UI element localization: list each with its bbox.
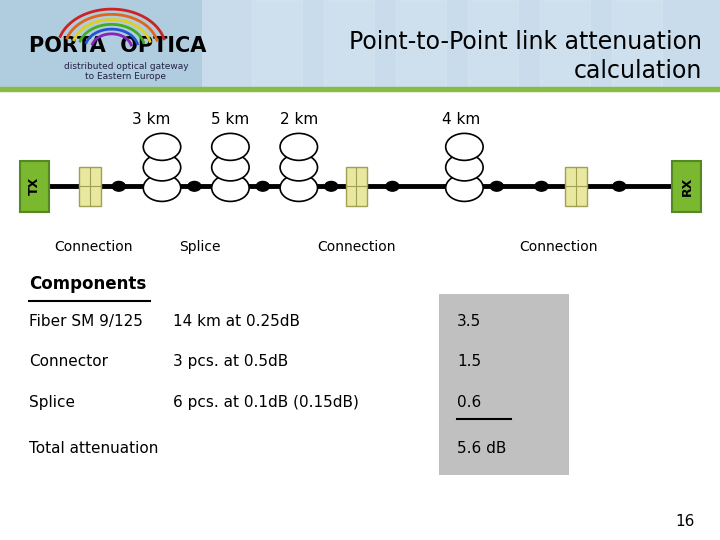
Ellipse shape: [446, 133, 483, 160]
Ellipse shape: [446, 174, 483, 201]
Circle shape: [188, 181, 201, 191]
Text: Total attenuation: Total attenuation: [29, 441, 158, 456]
Circle shape: [490, 181, 503, 191]
Text: 6 pcs. at 0.1dB (0.15dB): 6 pcs. at 0.1dB (0.15dB): [173, 395, 359, 410]
FancyBboxPatch shape: [439, 294, 569, 475]
Text: Connection: Connection: [518, 240, 598, 254]
Text: Connection: Connection: [317, 240, 396, 254]
Ellipse shape: [280, 154, 318, 181]
Text: 1.5: 1.5: [457, 354, 482, 369]
Ellipse shape: [280, 133, 318, 160]
Text: 14 km at 0.25dB: 14 km at 0.25dB: [173, 314, 300, 329]
Text: 0.6: 0.6: [457, 395, 482, 410]
Text: Components: Components: [29, 275, 146, 293]
Text: 16: 16: [675, 514, 695, 529]
FancyBboxPatch shape: [672, 160, 701, 212]
Ellipse shape: [212, 133, 249, 160]
Circle shape: [256, 181, 269, 191]
FancyBboxPatch shape: [0, 0, 720, 89]
Circle shape: [386, 181, 399, 191]
Text: 3.5: 3.5: [457, 314, 482, 329]
Text: 3 km: 3 km: [132, 112, 171, 127]
Ellipse shape: [212, 154, 249, 181]
Text: calculation: calculation: [574, 59, 702, 83]
FancyBboxPatch shape: [0, 89, 720, 540]
Text: Fiber SM 9/125: Fiber SM 9/125: [29, 314, 143, 329]
Circle shape: [112, 181, 125, 191]
Polygon shape: [396, 0, 446, 89]
Text: 3 pcs. at 0.5dB: 3 pcs. at 0.5dB: [173, 354, 288, 369]
Circle shape: [325, 181, 338, 191]
Text: RX: RX: [680, 177, 693, 196]
Circle shape: [535, 181, 548, 191]
Circle shape: [613, 181, 626, 191]
FancyBboxPatch shape: [202, 0, 720, 89]
Polygon shape: [324, 0, 374, 89]
Polygon shape: [612, 0, 662, 89]
Text: Splice: Splice: [29, 395, 75, 410]
Ellipse shape: [143, 174, 181, 201]
Text: TX: TX: [28, 177, 41, 195]
FancyBboxPatch shape: [20, 160, 49, 212]
Text: Splice: Splice: [179, 240, 221, 254]
Polygon shape: [468, 0, 518, 89]
Text: 5.6 dB: 5.6 dB: [457, 441, 507, 456]
Ellipse shape: [143, 154, 181, 181]
Polygon shape: [540, 0, 590, 89]
Ellipse shape: [446, 154, 483, 181]
Text: Connection: Connection: [54, 240, 133, 254]
Ellipse shape: [280, 174, 318, 201]
Ellipse shape: [212, 174, 249, 201]
Text: 2 km: 2 km: [280, 112, 319, 127]
Text: distributed optical gateway
to Eastern Europe: distributed optical gateway to Eastern E…: [63, 62, 189, 81]
FancyBboxPatch shape: [346, 167, 367, 206]
Ellipse shape: [143, 133, 181, 160]
Text: 5 km: 5 km: [211, 112, 250, 127]
Text: Point-to-Point link attenuation: Point-to-Point link attenuation: [349, 30, 702, 54]
FancyBboxPatch shape: [79, 167, 101, 206]
Text: 4 km: 4 km: [441, 112, 480, 127]
Text: PORTA  OPTICA: PORTA OPTICA: [29, 36, 206, 56]
Text: Connector: Connector: [29, 354, 108, 369]
Polygon shape: [252, 0, 302, 89]
FancyBboxPatch shape: [565, 167, 587, 206]
